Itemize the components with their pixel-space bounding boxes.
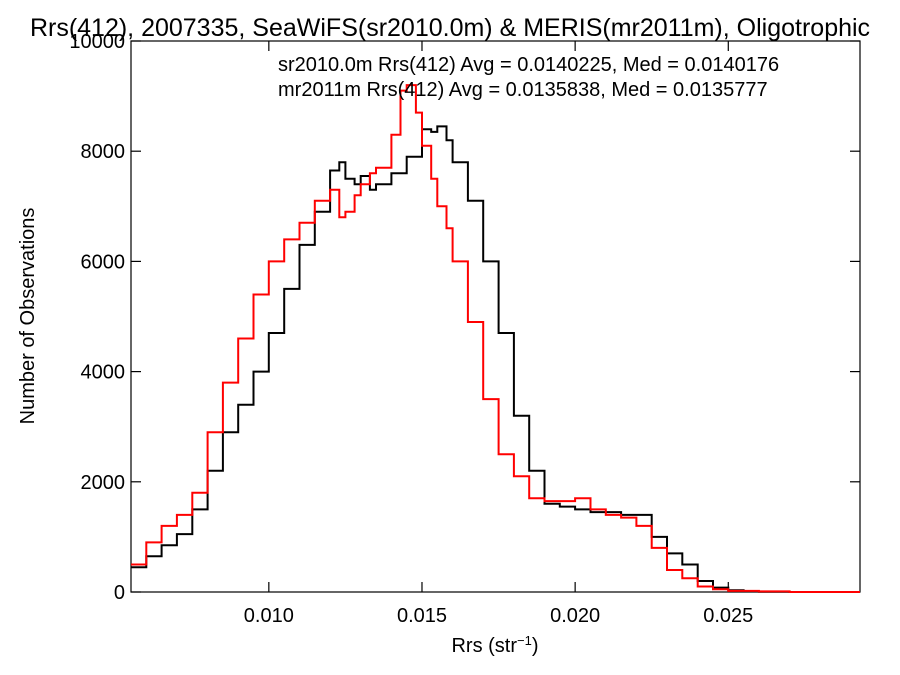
y-tick-label: 2000 (81, 472, 126, 494)
legend-entry-1: sr2010.0m Rrs(412) Avg = 0.0140225, Med … (278, 54, 779, 76)
plot-frame (130, 40, 861, 593)
x-tick-label: 0.025 (703, 605, 753, 627)
x-axis: 0.010 0.015 0.020 0.025 (244, 41, 753, 627)
y-tick-label: 8000 (81, 141, 126, 163)
x-tick-label: 0.015 (397, 605, 447, 627)
series-line-2 (131, 84, 860, 593)
y-tick-label: 6000 (81, 251, 126, 273)
y-tick-label: 10000 (69, 31, 125, 53)
y-axis-label: Number of Observations (17, 208, 39, 425)
y-tick-label: 0 (114, 582, 125, 604)
series-line-1 (131, 125, 860, 593)
chart-title: Rrs(412), 2007335, SeaWiFS(sr2010.0m) & … (30, 14, 870, 42)
y-axis: 0 2000 4000 6000 8000 10000 (69, 31, 860, 604)
series-lines (131, 84, 860, 593)
x-axis-label: Rrs (str−1) (451, 633, 538, 658)
x-tick-label: 0.010 (244, 605, 294, 627)
x-tick-label: 0.020 (550, 605, 600, 627)
y-tick-label: 4000 (81, 362, 126, 384)
legend-entry-2: mr2011m Rrs(412) Avg = 0.0135838, Med = … (278, 79, 768, 101)
